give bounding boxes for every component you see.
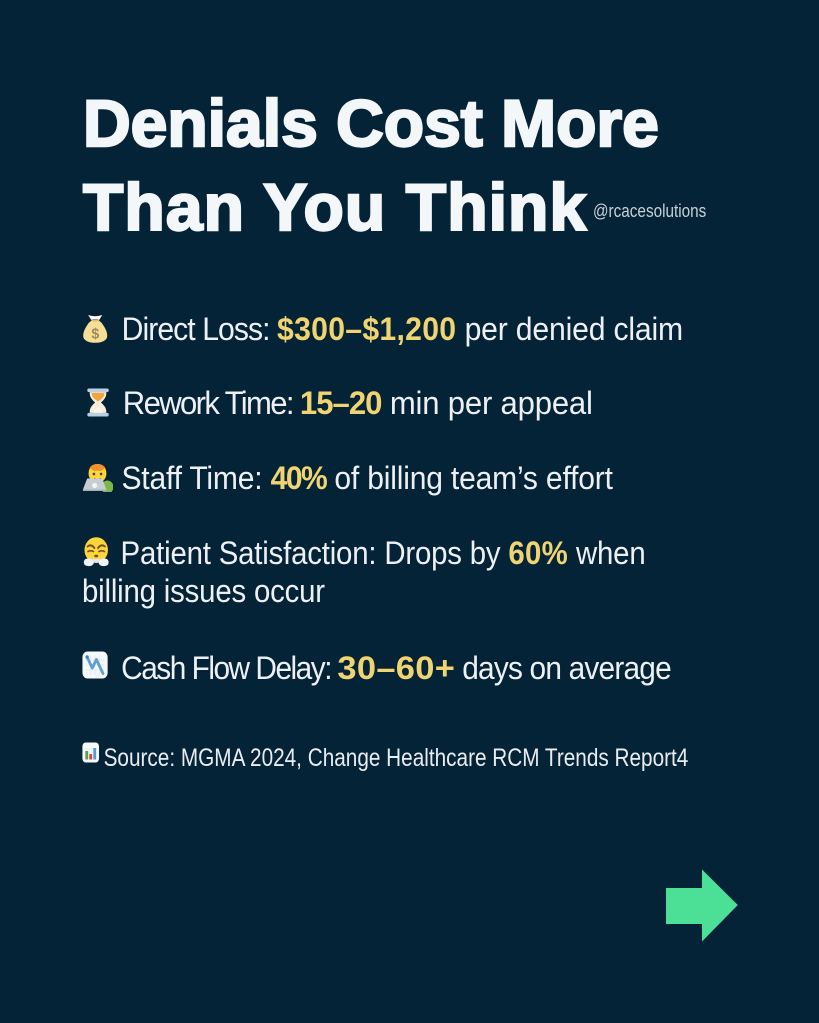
svg-text:$: $ [91,326,99,342]
